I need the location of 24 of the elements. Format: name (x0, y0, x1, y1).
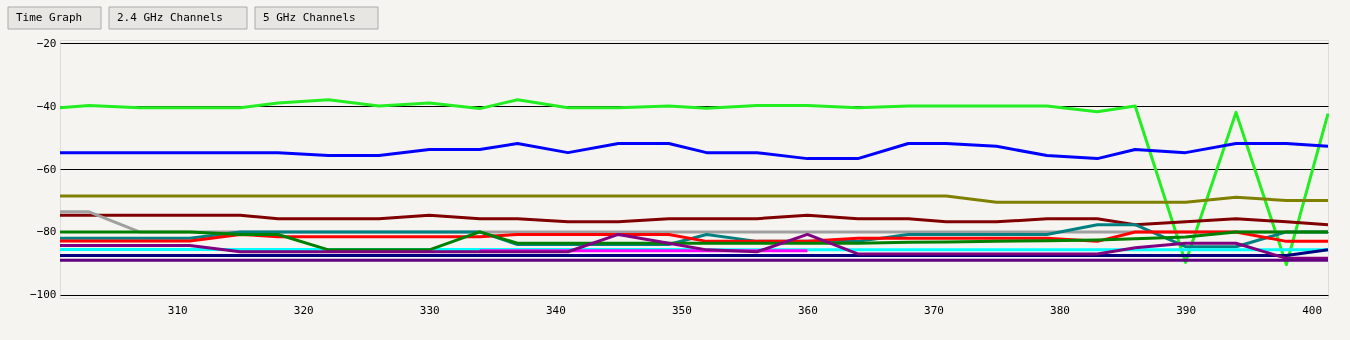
line-series (58, 98, 1330, 267)
y-tick-label: −80 (36, 225, 57, 239)
x-tick-label: 390 (1176, 303, 1197, 317)
text: 2.4 GHz Channels (117, 11, 223, 24)
text: Time Graph (16, 11, 83, 24)
x-tick-label: 310 (167, 303, 188, 317)
text: 5 GHz Channels (263, 11, 356, 24)
x-tick-label: 400 (1302, 303, 1323, 317)
y-tick-label: −60 (36, 162, 57, 176)
y-tick-label: −40 (36, 99, 57, 113)
line-series (58, 232, 1330, 260)
line-series (58, 213, 1330, 227)
line-series (58, 142, 1330, 161)
x-tick-label: 330 (419, 303, 440, 317)
x-tick-label: 340 (545, 303, 566, 317)
line-series (58, 194, 1330, 204)
line-series (58, 230, 1330, 252)
x-tick-label: 380 (1050, 303, 1070, 317)
y-tick-label: −20 (36, 36, 57, 50)
x-tick-label: 320 (293, 303, 314, 317)
y-tick-label: −100 (30, 288, 57, 302)
x-tick-label: 360 (798, 303, 818, 317)
x-tick-label: 370 (924, 303, 944, 317)
x-tick-label: 350 (671, 303, 692, 317)
